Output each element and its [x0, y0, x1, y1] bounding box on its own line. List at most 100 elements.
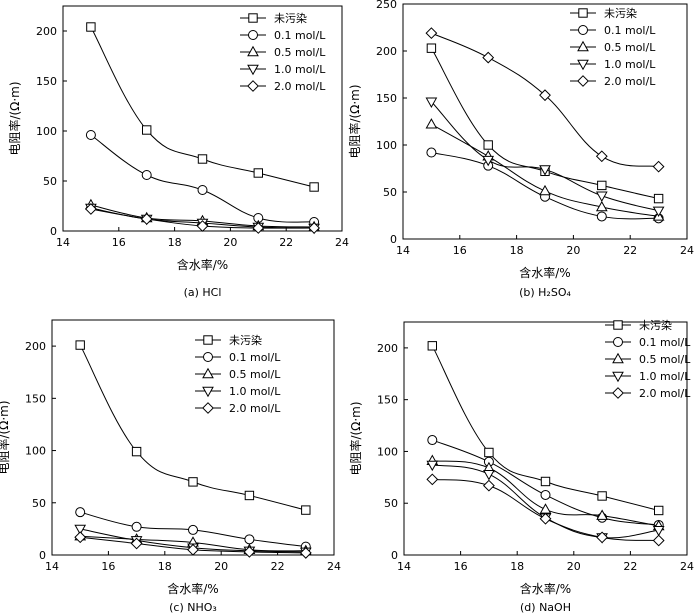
- legend-item: 0.1 mol/L: [570, 24, 656, 37]
- x-tick-label: 24: [327, 560, 341, 573]
- data-point-circle: [540, 489, 551, 500]
- x-tick-label: 24: [680, 560, 694, 573]
- panel-caption: (d) NaOH: [520, 601, 571, 614]
- y-tick-label: 250: [376, 0, 397, 11]
- legend-label: 未污染: [229, 333, 262, 347]
- y-tick-label: 0: [50, 225, 57, 238]
- legend-marker-circle: [613, 337, 623, 347]
- data-point-circle: [85, 130, 96, 140]
- x-tick-label: 22: [271, 560, 285, 573]
- y-tick-label: 150: [376, 92, 397, 105]
- data-point-triangle-up: [595, 200, 608, 212]
- chart-panel-naoh: 14 16 18 20 22 24 0 50 100 150 200 含水率/% 电阻率/(Ω·m) (d…: [348, 318, 694, 614]
- series-diamond: [425, 27, 665, 173]
- series-line: [79, 344, 306, 511]
- data-point-circle: [197, 185, 208, 195]
- data-point-circle: [426, 147, 437, 158]
- data-point-square: [597, 180, 607, 191]
- legend-item: 0.1 mol/L: [240, 29, 326, 42]
- legend-marker-triangle-down: [247, 64, 259, 76]
- data-point-square: [540, 476, 551, 487]
- y-tick-label: 50: [32, 497, 46, 510]
- legend-label: 2.0 mol/L: [604, 75, 656, 88]
- y-axis-label: 电阻率/(Ω·m): [0, 400, 11, 474]
- legend-item: 0.5 mol/L: [240, 45, 326, 59]
- y-axis-label: 电阻率/(Ω·m): [347, 84, 362, 158]
- data-point-diamond: [652, 534, 665, 547]
- x-tick-label: 22: [623, 560, 637, 573]
- legend-item: 2.0 mol/L: [240, 80, 326, 93]
- y-tick-label: 100: [25, 445, 46, 458]
- chart-panel-nho3: 14 16 18 20 22 24 0 50 100 150 200 含水率/% 电阻率/(Ω·m) (c…: [0, 319, 341, 614]
- y-tick-label: 150: [36, 75, 57, 88]
- legend-marker-triangle-up: [202, 367, 214, 379]
- y-tick-label: 100: [36, 125, 57, 138]
- data-point-square: [244, 490, 255, 501]
- x-tick-label: 24: [335, 236, 349, 249]
- series-diamond: [84, 203, 321, 234]
- data-point-triangle-down: [425, 97, 438, 108]
- data-point-circle: [141, 170, 152, 180]
- y-axis-label: 电阻率/(Ω·m): [7, 81, 22, 155]
- plot-frame: [402, 3, 688, 240]
- y-tick-label: 100: [376, 139, 397, 152]
- x-tick-label: 18: [510, 244, 524, 257]
- x-tick-label: 16: [453, 244, 467, 257]
- x-tick-label: 14: [397, 560, 411, 573]
- data-point-triangle-down: [652, 525, 665, 537]
- x-tick-label: 14: [45, 560, 59, 573]
- data-point-diamond: [595, 150, 608, 163]
- x-tick-label: 22: [279, 236, 293, 249]
- legend-marker-circle: [578, 25, 588, 35]
- data-point-diamond: [196, 220, 209, 232]
- legend-label: 2.0 mol/L: [639, 387, 691, 400]
- legend-marker-circle: [203, 352, 213, 362]
- legend-item: 0.5 mol/L: [195, 367, 281, 381]
- x-tick-label: 18: [168, 236, 182, 249]
- x-tick-label: 16: [112, 236, 126, 249]
- data-point-triangle-down: [483, 470, 495, 481]
- data-point-square: [301, 505, 311, 515]
- legend-label: 2.0 mol/L: [274, 80, 326, 93]
- legend-item: 1.0 mol/L: [570, 58, 656, 71]
- y-tick-label: 200: [25, 340, 46, 353]
- legend-marker-triangle-up: [247, 45, 259, 57]
- legend-marker-circle: [248, 30, 258, 40]
- legend-label: 0.5 mol/L: [604, 41, 656, 54]
- data-point-diamond: [539, 89, 551, 102]
- legend-marker-triangle-up: [577, 40, 589, 52]
- data-point-triangle-down: [426, 460, 439, 472]
- legend-item: 2.0 mol/L: [195, 402, 281, 415]
- legend-label: 1.0 mol/L: [639, 370, 691, 383]
- x-tick-label: 14: [56, 236, 70, 249]
- data-point-triangle-up: [596, 509, 608, 520]
- series-square: [75, 340, 311, 515]
- series-triangle-down: [425, 97, 665, 218]
- data-point-diamond: [84, 203, 97, 215]
- x-axis-label: 含水率/%: [177, 257, 228, 272]
- series-circle: [85, 130, 320, 227]
- series-diamond: [74, 531, 312, 559]
- data-point-diamond: [482, 51, 495, 64]
- y-tick-label: 200: [36, 25, 57, 38]
- x-tick-label: 20: [214, 560, 228, 573]
- x-tick-label: 14: [396, 244, 410, 257]
- legend-item: 2.0 mol/L: [570, 75, 656, 88]
- legend-label: 2.0 mol/L: [229, 402, 281, 415]
- data-point-diamond: [482, 479, 495, 492]
- x-tick-label: 16: [454, 560, 468, 573]
- legend-item: 1.0 mol/L: [240, 63, 326, 76]
- legend-marker-square: [203, 335, 213, 345]
- legend-label: 0.5 mol/L: [229, 368, 281, 381]
- data-point-diamond: [425, 27, 438, 40]
- data-point-circle: [188, 524, 198, 535]
- series-diamond: [426, 473, 665, 547]
- legend-label: 0.1 mol/L: [639, 336, 691, 349]
- y-tick-label: 50: [384, 497, 398, 510]
- data-point-diamond: [652, 160, 665, 173]
- panel-caption: (b) H₂SO₄: [519, 286, 571, 299]
- series-square: [427, 341, 664, 516]
- y-tick-label: 150: [377, 394, 398, 407]
- x-tick-label: 20: [223, 236, 237, 249]
- data-point-diamond: [187, 543, 199, 556]
